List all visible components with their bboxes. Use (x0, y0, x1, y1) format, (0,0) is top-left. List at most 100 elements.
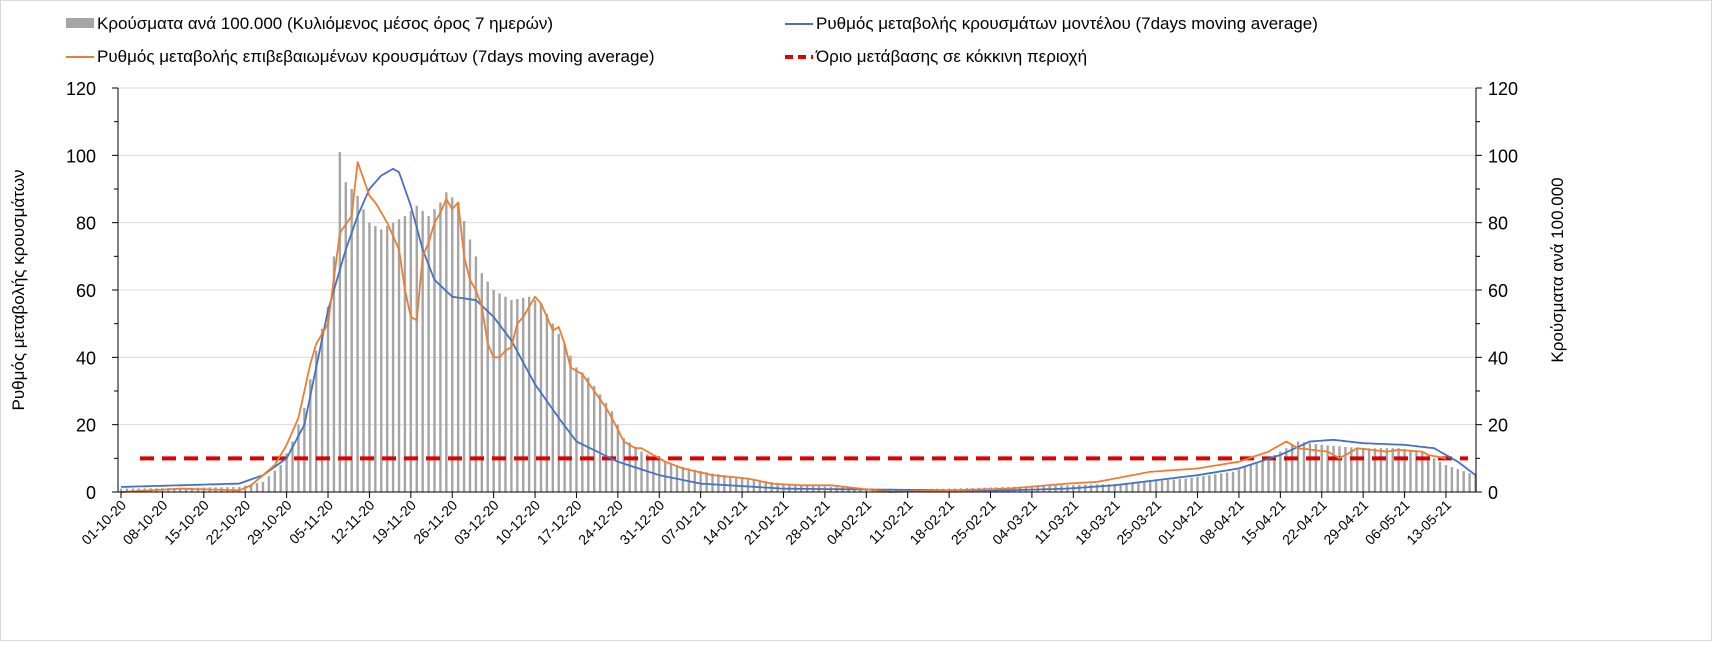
bar (1225, 472, 1229, 492)
bar (279, 465, 282, 492)
bar (1432, 458, 1436, 492)
bar (587, 377, 590, 492)
bar (1373, 448, 1377, 492)
bar (1154, 481, 1158, 492)
bar (1456, 469, 1459, 492)
bar (1137, 482, 1140, 492)
bar (291, 441, 294, 492)
bar (1350, 447, 1353, 492)
bar (1379, 448, 1383, 492)
bar (267, 476, 271, 492)
bar (1119, 483, 1122, 492)
bar (1107, 484, 1111, 492)
bar (1391, 448, 1394, 492)
x-tick-label: 15-04-21 (1238, 497, 1289, 548)
bar (729, 476, 732, 492)
bar (1214, 474, 1217, 492)
y-tick-label-left: 0 (86, 483, 96, 503)
bar (462, 220, 466, 492)
bar (397, 219, 401, 493)
x-tick-label: 22-04-21 (1279, 497, 1330, 548)
bar (545, 313, 549, 492)
bar (368, 222, 371, 492)
bar (119, 488, 123, 492)
bar (1160, 480, 1164, 492)
bar (178, 487, 182, 492)
y-axis-left-label: Ρυθμός μεταβολής κρουσμάτων (9, 170, 28, 411)
bar (380, 229, 383, 492)
bar (1302, 442, 1306, 492)
x-tick-label: 06-05-21 (1362, 497, 1413, 548)
bar (356, 195, 359, 492)
bar (711, 473, 714, 492)
bar (1131, 483, 1134, 492)
x-tick-label: 01-10-20 (78, 497, 129, 548)
x-tick-label: 17-12-20 (534, 497, 585, 548)
bar (1237, 469, 1241, 492)
bar (1462, 471, 1465, 492)
bar (616, 424, 620, 492)
bar (1219, 473, 1223, 492)
x-tick-label: 08-10-20 (120, 497, 171, 548)
bar (1202, 476, 1205, 492)
line-series (120, 161, 1477, 493)
x-tick-label: 21-01-21 (741, 497, 792, 548)
legend: Κρούσματα ανά 100.000 (Κυλιόμενος μέσος … (66, 14, 1318, 66)
x-tick-label: 05-11-20 (286, 497, 336, 547)
bar (705, 472, 708, 492)
bar (1208, 475, 1211, 492)
bar (551, 323, 554, 492)
bar (474, 256, 478, 492)
bar (516, 298, 519, 492)
bar (385, 226, 389, 493)
bar (1314, 444, 1318, 492)
bar (273, 470, 276, 492)
bar (1409, 449, 1412, 492)
bar (1438, 461, 1442, 492)
bar (415, 205, 418, 493)
bar (131, 488, 135, 492)
bars-series (119, 151, 1477, 493)
bar (569, 355, 572, 492)
bar (563, 343, 566, 492)
bar (575, 367, 578, 492)
bar (693, 469, 696, 492)
y-tick-label-left: 40 (76, 348, 96, 368)
y-tick-label-right: 80 (1488, 214, 1508, 234)
bar (581, 372, 584, 492)
bar (1367, 448, 1371, 492)
bar (1143, 482, 1146, 492)
x-tick-label: 13-05-21 (1403, 497, 1454, 548)
bar (184, 487, 188, 492)
x-tick-label: 18-03-21 (1072, 497, 1123, 548)
y-tick-label-left: 120 (66, 79, 96, 99)
bar (244, 485, 247, 492)
bar (403, 215, 407, 492)
bar (604, 402, 608, 492)
bar (533, 300, 537, 492)
bar (752, 479, 756, 492)
bar (687, 468, 691, 492)
bar (391, 222, 395, 492)
bar (1149, 481, 1152, 492)
x-tick-label: 07-01-21 (658, 497, 709, 548)
bar (451, 197, 454, 492)
bar (468, 239, 472, 492)
y-tick-label-left: 20 (76, 416, 96, 436)
bar (1344, 446, 1347, 492)
bar (1267, 458, 1270, 492)
bar (1101, 484, 1105, 492)
bar (1089, 484, 1093, 492)
bar (480, 273, 484, 492)
bar (285, 453, 288, 492)
bar (1356, 447, 1359, 492)
gridlines (118, 87, 1476, 426)
x-tick-label: 18-02-21 (906, 497, 957, 548)
bar (374, 226, 377, 493)
y-tick-label-right: 20 (1488, 416, 1508, 436)
x-tick-label: 24-12-20 (575, 497, 626, 548)
x-tick-label: 31-12-20 (616, 497, 667, 548)
bar (776, 482, 779, 492)
x-tick-label: 15-10-20 (161, 497, 212, 548)
